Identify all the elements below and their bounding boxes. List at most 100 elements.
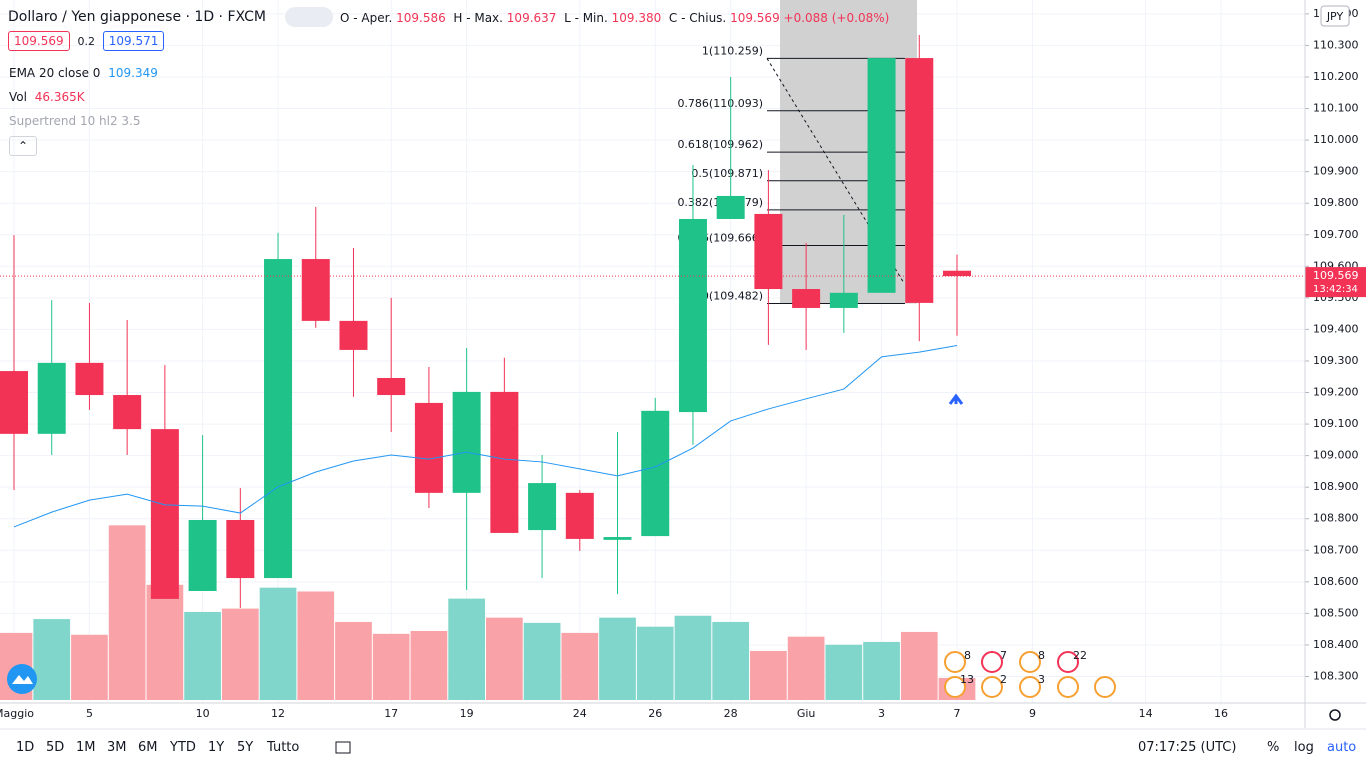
source: FXCM (227, 9, 266, 25)
auto-toggle[interactable]: auto (1327, 740, 1357, 755)
event-count: 13 (960, 673, 974, 686)
candle-body (754, 213, 783, 290)
volume-bar (599, 617, 636, 700)
x-tick-label: 17 (384, 707, 398, 720)
candle-body (377, 378, 406, 396)
log-toggle[interactable]: log (1294, 740, 1314, 755)
settings-icon[interactable] (1329, 709, 1341, 721)
candle-body (829, 292, 858, 308)
legend-title-row: Dollaro / Yen giapponese · 1D · FXCM (8, 9, 266, 25)
volume-bar (825, 644, 863, 700)
ema-value: 109.349 (108, 66, 158, 80)
event-badge[interactable] (981, 676, 1003, 698)
fib-label: 1(110.259) (702, 44, 763, 57)
ohlc-label: L - Min. (564, 11, 608, 25)
y-tick-label: 108.900 (1313, 480, 1359, 493)
y-tick-label: 110.100 (1313, 102, 1359, 115)
candle-body (264, 259, 293, 579)
vol-label: Vol (9, 90, 27, 104)
event-badge[interactable] (1057, 676, 1079, 698)
x-tick-label: Maggio (0, 707, 34, 720)
events: 8 7 8 22 13 2 3 (944, 649, 1116, 698)
range-button[interactable]: 1D (16, 740, 35, 755)
y-tick-label: 109.000 (1313, 449, 1359, 462)
x-tick-label: 9 (1029, 707, 1036, 720)
date-range-icon[interactable] (335, 741, 351, 754)
range-button[interactable]: 1M (76, 740, 96, 755)
candle-body (565, 492, 594, 539)
volume-bar (523, 622, 561, 700)
ohlc-value: 109.586 (396, 11, 446, 25)
candle-body (603, 537, 632, 540)
y-tick-label: 108.800 (1313, 512, 1359, 525)
volume-bar (674, 615, 712, 700)
range-button[interactable]: 5Y (237, 740, 254, 755)
event-badge[interactable] (1019, 651, 1041, 673)
event-badge[interactable] (1019, 676, 1041, 698)
change: +0.088 (+0.08%) (783, 11, 890, 25)
event-badge[interactable] (981, 651, 1003, 673)
volume-bar (71, 634, 108, 700)
volume-bar (448, 598, 485, 700)
candle-body (301, 259, 330, 321)
event-count: 3 (1038, 673, 1045, 686)
candle-body (867, 58, 896, 293)
y-tick-label: 110.000 (1313, 133, 1359, 146)
volume-bar (410, 630, 448, 700)
range-button[interactable]: 5D (46, 740, 65, 755)
volume-bar (33, 619, 71, 700)
candle-body (943, 270, 971, 277)
ohlc-label: C - Chius. (668, 11, 727, 25)
vol-value: 46.365K (34, 90, 85, 104)
event-count: 7 (1000, 649, 1007, 662)
logo-mark (12, 675, 33, 684)
vol-row: Vol 46.365K (9, 90, 85, 104)
range-button[interactable]: 6M (138, 740, 158, 755)
candle-body (113, 395, 142, 430)
volume-bar (184, 611, 221, 700)
y-tick-label: 110.300 (1313, 38, 1359, 51)
quote-row: 109.569 0.2 109.571 (8, 31, 165, 51)
y-tick-label: 110.200 (1313, 70, 1359, 83)
x-tick-label: 16 (1214, 707, 1228, 720)
last-price-label: 109.569 (1313, 269, 1359, 282)
event-count: 8 (1038, 649, 1045, 662)
ohlc-value: 109.637 (506, 11, 557, 25)
event-count: 8 (964, 649, 971, 662)
volume-bar (900, 631, 938, 700)
event-badge[interactable] (944, 651, 966, 673)
percent-toggle[interactable]: % (1267, 740, 1280, 755)
x-tick-label: 12 (271, 707, 285, 720)
volume-bar (372, 633, 410, 700)
range-button[interactable]: 1Y (208, 740, 225, 755)
candle-body (528, 483, 557, 531)
event-badge[interactable] (1094, 676, 1116, 698)
bid[interactable]: 109.569 (8, 31, 70, 51)
volume-bar (712, 621, 750, 700)
range-button[interactable]: 3M (107, 740, 127, 755)
fib-label: 0(109.482) (702, 290, 763, 303)
candle-body (678, 218, 707, 413)
collapse-button[interactable]: ⌃ (9, 136, 37, 156)
range-button[interactable]: Tutto (267, 740, 300, 755)
y-tick-label: 108.500 (1313, 606, 1359, 619)
volume-bar (221, 608, 259, 700)
candle-body (716, 195, 745, 219)
x-tick-label: 26 (648, 707, 662, 720)
candle-body (792, 289, 821, 308)
range-button[interactable]: YTD (170, 740, 196, 755)
spread: 0.2 (77, 35, 95, 48)
y-tick-label: 108.700 (1313, 543, 1359, 556)
event-badge[interactable] (944, 676, 966, 698)
currency-box[interactable] (1320, 5, 1350, 27)
ask[interactable]: 109.571 (102, 31, 165, 51)
x-tick-label: Giu (797, 707, 816, 720)
event-badge[interactable] (1057, 651, 1079, 673)
candle-body (641, 410, 670, 537)
currency[interactable]: JPY (1326, 10, 1344, 23)
candle-body (226, 519, 255, 579)
clock: 07:17:25 (UTC) (1138, 740, 1237, 755)
volume-bar (259, 587, 297, 700)
status-pill[interactable] (285, 7, 333, 27)
